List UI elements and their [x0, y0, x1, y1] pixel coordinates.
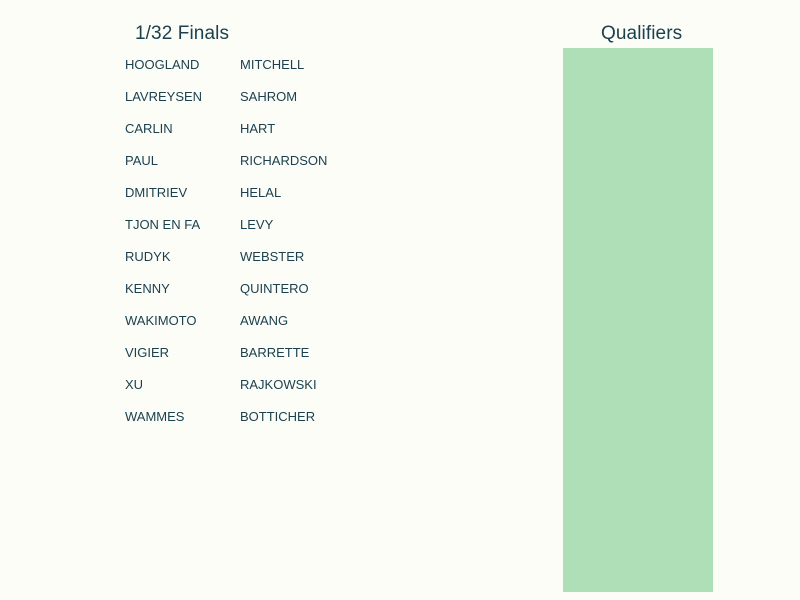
- rider-right[interactable]: SAHROM: [240, 89, 298, 104]
- matchup-row: DMITRIEV HELAL: [125, 184, 425, 216]
- rider-right[interactable]: RAJKOWSKI: [240, 377, 317, 392]
- rider-left[interactable]: PAUL: [125, 153, 158, 168]
- rider-left[interactable]: RUDYK: [125, 249, 171, 264]
- rider-right[interactable]: HART: [240, 121, 276, 136]
- rider-left[interactable]: WAKIMOTO: [125, 313, 197, 328]
- qualifiers-drop-zone[interactable]: [563, 48, 713, 592]
- matchup-row: KENNY QUINTERO: [125, 280, 425, 312]
- matchup-list: HOOGLAND MITCHELL LAVREYSEN SAHROM CARLI…: [125, 56, 425, 440]
- matchup-row: XU RAJKOWSKI: [125, 376, 425, 408]
- qualifiers-title: Qualifiers: [601, 23, 683, 44]
- rider-left[interactable]: VIGIER: [125, 345, 170, 360]
- rider-right[interactable]: AWANG: [240, 313, 289, 328]
- matchup-row: WAMMES BOTTICHER: [125, 408, 425, 440]
- matchup-row: VIGIER BARRETTE: [125, 344, 425, 376]
- rider-right[interactable]: WEBSTER: [240, 249, 305, 264]
- matchup-row: CARLIN HART: [125, 120, 425, 152]
- rider-left[interactable]: TJON EN FA: [125, 217, 201, 232]
- rider-left[interactable]: CARLIN: [125, 121, 173, 136]
- rider-right[interactable]: HELAL: [240, 185, 282, 200]
- rider-left[interactable]: WAMMES: [125, 409, 185, 424]
- rider-right[interactable]: LEVY: [240, 217, 274, 232]
- finals-title: 1/32 Finals: [135, 23, 230, 44]
- matchup-row: RUDYK WEBSTER: [125, 248, 425, 280]
- rider-left[interactable]: XU: [125, 377, 144, 392]
- rider-right[interactable]: QUINTERO: [240, 281, 309, 296]
- rider-right[interactable]: RICHARDSON: [240, 153, 328, 168]
- rider-left[interactable]: HOOGLAND: [125, 57, 200, 72]
- rider-right[interactable]: BOTTICHER: [240, 409, 316, 424]
- matchup-row: PAUL RICHARDSON: [125, 152, 425, 184]
- rider-left[interactable]: LAVREYSEN: [125, 89, 203, 104]
- rider-left[interactable]: KENNY: [125, 281, 170, 296]
- rider-left[interactable]: DMITRIEV: [125, 185, 188, 200]
- matchup-row: WAKIMOTO AWANG: [125, 312, 425, 344]
- rider-right[interactable]: MITCHELL: [240, 57, 305, 72]
- matchup-row: TJON EN FA LEVY: [125, 216, 425, 248]
- matchup-row: HOOGLAND MITCHELL: [125, 56, 425, 88]
- rider-right[interactable]: BARRETTE: [240, 345, 310, 360]
- matchup-row: LAVREYSEN SAHROM: [125, 88, 425, 120]
